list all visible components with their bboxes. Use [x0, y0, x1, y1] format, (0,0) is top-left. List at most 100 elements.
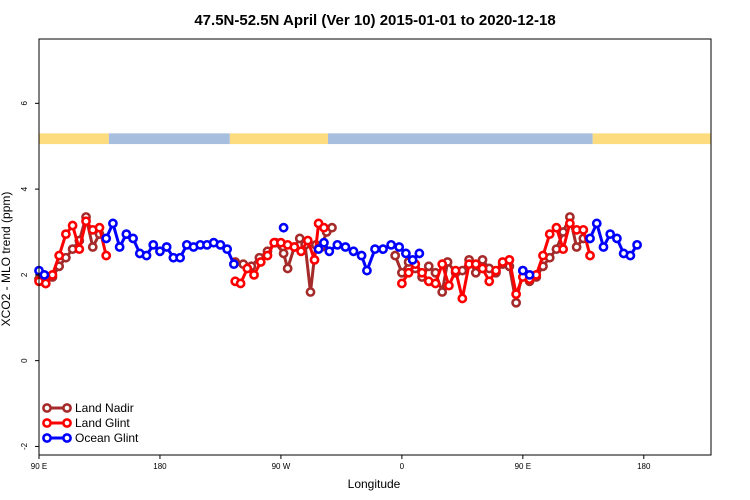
data-point-land-glint — [491, 265, 501, 276]
data-point-land-glint — [450, 265, 461, 276]
data-point-ocean-glint — [313, 244, 324, 255]
data-point-land-glint — [242, 263, 253, 274]
data-point-ocean-glint — [625, 250, 636, 261]
data-point-land-nadir — [470, 267, 481, 278]
data-point-ocean-glint — [348, 246, 359, 257]
data-point-ocean-glint — [128, 233, 138, 244]
data-point-ocean-glint — [591, 218, 602, 229]
y-tick-label: 6 — [20, 101, 29, 106]
data-point-land-glint — [477, 263, 488, 274]
data-point-land-glint — [101, 250, 112, 261]
data-point-land-glint — [67, 220, 78, 231]
data-point-ocean-glint — [585, 233, 595, 244]
data-point-land-glint — [437, 259, 448, 270]
data-point-ocean-glint — [632, 239, 642, 250]
data-point-land-glint — [538, 250, 548, 261]
data-point-land-glint — [430, 278, 441, 289]
data-point-ocean-glint — [598, 242, 609, 252]
chart-title: 47.5N-52.5N April (Ver 10) 2015-01-01 to… — [194, 12, 555, 29]
data-point-ocean-glint — [324, 246, 335, 257]
data-point-land-glint — [289, 242, 300, 252]
data-point-land-glint — [309, 254, 320, 265]
data-point-land-glint — [564, 218, 575, 229]
data-point-land-glint — [484, 276, 495, 287]
y-axis: -2 0 2 4 6 — [20, 101, 39, 450]
data-point-ocean-glint — [319, 237, 329, 248]
data-point-land-glint — [54, 250, 65, 261]
plot-frame — [38, 38, 712, 456]
data-point-land-glint — [302, 235, 313, 246]
legend-item-land-glint: Land Glint — [42, 416, 130, 430]
data-point-land-glint — [235, 278, 246, 289]
data-point-ocean-glint — [394, 242, 405, 252]
data-point-land-glint — [444, 280, 454, 291]
data-point-land-glint — [457, 293, 468, 304]
data-point-ocean-glint — [121, 229, 132, 240]
data-point-ocean-glint — [332, 239, 343, 250]
data-point-land-glint — [74, 244, 85, 255]
series-land-glint — [34, 216, 595, 304]
x-axis: 90 E 180 90 W 0 90 E 180 — [31, 455, 651, 471]
data-point-land-nadir — [571, 242, 582, 252]
data-point-land-glint — [558, 244, 569, 255]
data-point-land-glint — [403, 267, 414, 278]
data-point-ocean-glint — [228, 259, 239, 270]
data-point-ocean-glint — [148, 239, 159, 250]
data-point-ocean-glint — [340, 242, 351, 252]
data-point-ocean-glint — [222, 244, 233, 255]
data-point-land-nadir — [278, 248, 289, 259]
data-point-ocean-glint — [401, 248, 411, 259]
data-point-land-glint — [470, 259, 481, 270]
data-point-land-glint — [249, 269, 259, 280]
legend-marker — [42, 418, 52, 428]
data-point-ocean-glint — [175, 252, 186, 263]
data-point-land-nadir — [423, 261, 434, 272]
data-point-land-nadir — [282, 263, 293, 274]
data-point-ocean-glint — [612, 233, 622, 244]
data-point-land-nadir — [327, 222, 337, 233]
data-point-land-nadir — [294, 233, 305, 244]
data-point-ocean-glint — [407, 254, 418, 265]
data-point-land-glint — [319, 222, 329, 233]
data-point-land-nadir — [87, 242, 98, 252]
y-tick-label: 2 — [20, 272, 29, 277]
legend-marker — [42, 403, 52, 413]
series-ocean-glint — [34, 218, 642, 280]
plot-area — [34, 133, 711, 308]
data-point-ocean-glint — [386, 239, 397, 250]
data-point-ocean-glint — [108, 218, 118, 229]
legend-marker — [62, 418, 72, 428]
data-point-land-glint — [585, 250, 595, 261]
data-point-ocean-glint — [101, 233, 112, 244]
x-tick-label: 90 W — [272, 462, 291, 471]
data-point-land-glint — [47, 269, 58, 280]
x-tick-label: 0 — [400, 462, 405, 471]
data-point-land-glint — [40, 278, 51, 289]
legend-label: Ocean Glint — [75, 431, 139, 445]
legend-marker — [42, 433, 52, 443]
legend-item-land-nadir: Land Nadir — [42, 401, 134, 415]
band-segment-land — [229, 133, 328, 145]
data-point-land-glint — [81, 216, 91, 227]
data-point-land-glint — [544, 229, 555, 240]
data-point-land-nadir — [390, 250, 401, 261]
data-point-ocean-glint — [39, 269, 50, 280]
band-segment-land — [39, 133, 109, 145]
x-axis-label: Longitude — [348, 477, 401, 491]
data-point-land-glint — [255, 257, 266, 267]
data-point-land-nadir — [305, 287, 316, 297]
data-point-land-glint — [504, 254, 515, 265]
legend-marker — [62, 403, 72, 413]
data-point-ocean-glint — [114, 242, 125, 252]
y-axis-label: XCO2 - MLO trend (ppm) — [0, 192, 13, 327]
data-point-land-glint — [60, 229, 71, 240]
data-point-ocean-glint — [414, 248, 425, 259]
data-point-land-glint — [396, 278, 407, 289]
data-point-ocean-glint — [161, 242, 172, 252]
y-tick-label: -2 — [20, 442, 29, 450]
legend-label: Land Nadir — [75, 401, 134, 415]
legend-marker — [62, 433, 72, 443]
x-tick-label: 180 — [637, 462, 651, 471]
data-point-land-nadir — [437, 287, 448, 297]
